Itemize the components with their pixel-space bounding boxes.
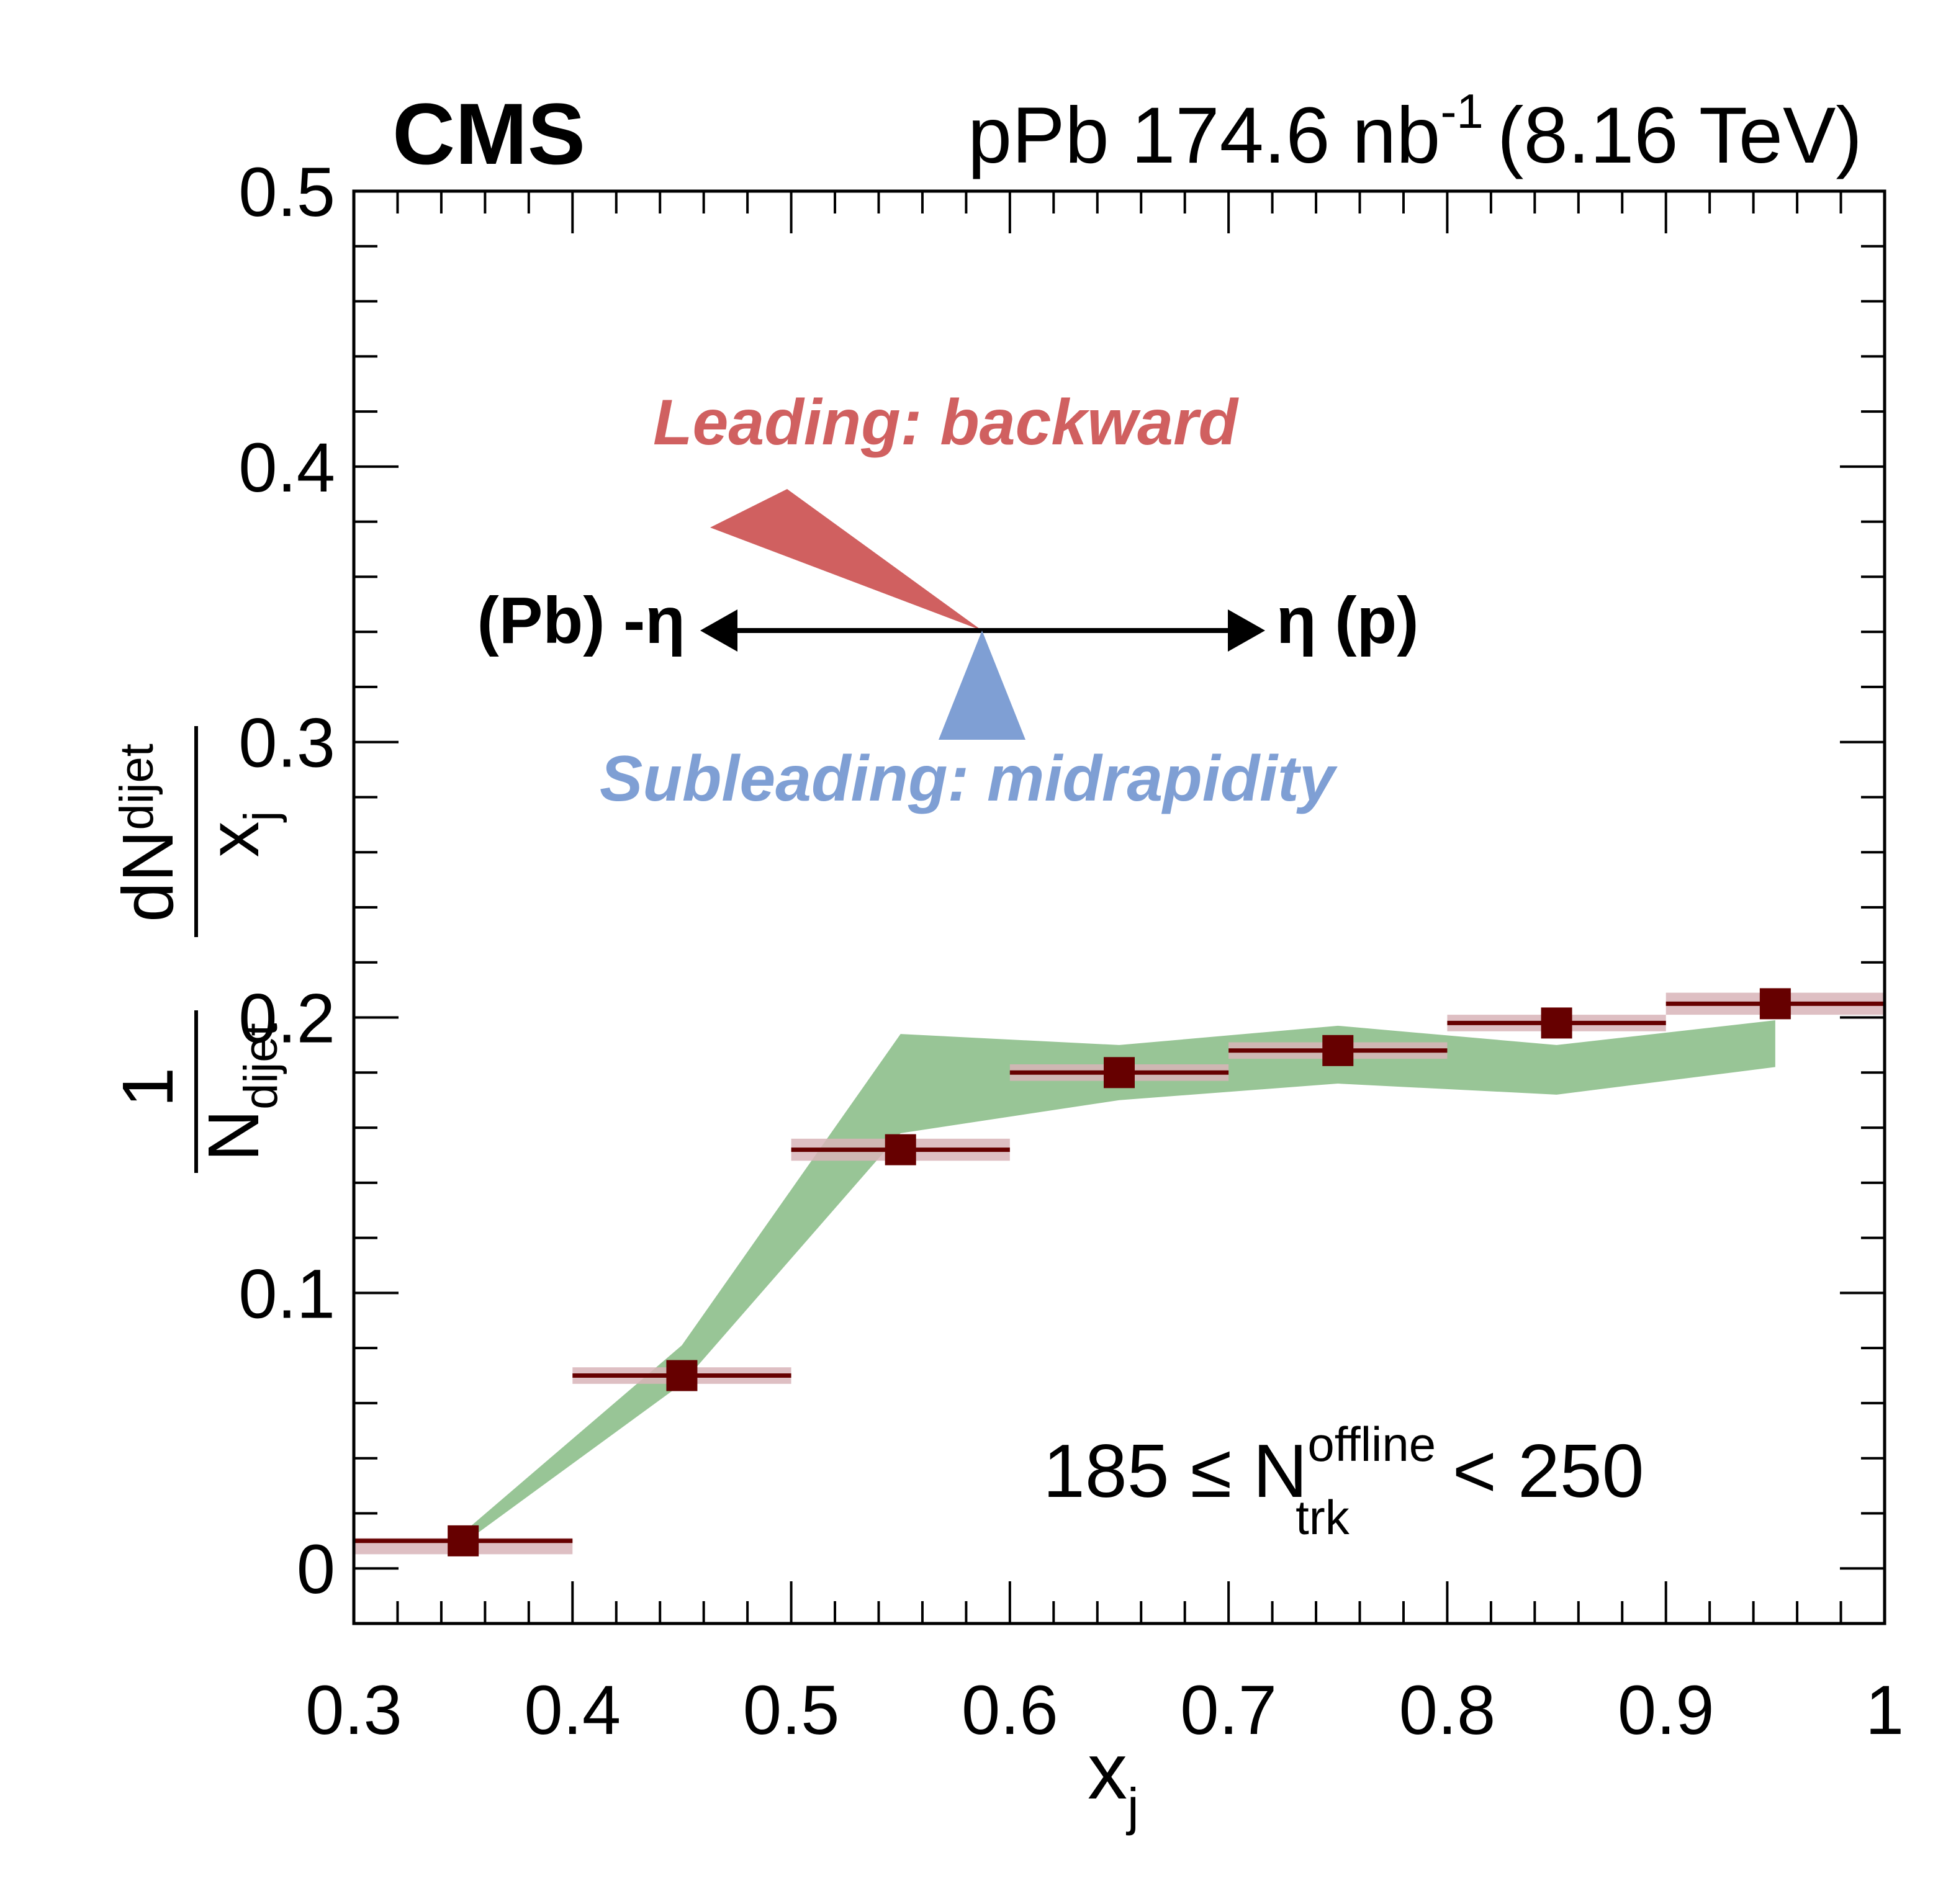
x-tick-label: 0.3 bbox=[305, 1671, 402, 1749]
y-title-pre-den: Ndijet bbox=[193, 1023, 287, 1161]
x-tick-labels: 0.3 0.4 0.5 0.6 0.7 0.8 0.9 1 bbox=[305, 1671, 1904, 1749]
data-point bbox=[1541, 1007, 1572, 1039]
x-tick-label: 0.6 bbox=[962, 1671, 1058, 1749]
y-title-den-sub: j bbox=[235, 811, 287, 823]
lumi-label: pPb 174.6 nb-1 (8.16 TeV) bbox=[968, 84, 1862, 180]
y-title-den: xj bbox=[193, 811, 287, 858]
y-tick-label: 0.3 bbox=[238, 704, 335, 782]
data-point bbox=[448, 1525, 479, 1556]
multiplicity-label: 185 ≤ Noffline trk < 250 bbox=[1043, 1417, 1644, 1545]
y-title-num-sub: dijet bbox=[110, 743, 163, 830]
y-title-num-main: dN bbox=[107, 830, 188, 922]
data-point bbox=[885, 1134, 916, 1165]
lumi-exponent: -1 bbox=[1440, 84, 1483, 138]
subleading-label: Subleading: midrapidity bbox=[600, 743, 1338, 815]
lumi-suffix: (8.16 TeV) bbox=[1497, 91, 1862, 180]
y-tick-label: 0.4 bbox=[238, 429, 335, 506]
leading-jet-cone bbox=[710, 489, 982, 631]
x-tick-label: 0.8 bbox=[1399, 1671, 1496, 1749]
y-title-den-main: x bbox=[193, 821, 274, 857]
mult-hi: < 250 bbox=[1453, 1429, 1644, 1513]
data-point bbox=[1104, 1057, 1135, 1089]
mult-lo: 185 ≤ N bbox=[1043, 1429, 1307, 1513]
x-tick-label: 0.7 bbox=[1180, 1671, 1277, 1749]
leading-label: Leading: backward bbox=[653, 387, 1239, 459]
x-tick-label: 0.4 bbox=[524, 1671, 621, 1749]
y-title-pre-den-main: N bbox=[193, 1110, 274, 1162]
right-arrow-head bbox=[1228, 609, 1265, 652]
left-arrow-label: (Pb) -η bbox=[477, 584, 685, 657]
data-point bbox=[666, 1360, 698, 1391]
y-tick-labels: 0 0.1 0.2 0.3 0.4 0.5 bbox=[238, 153, 335, 1608]
y-axis-title: 1 Ndijet dNdijet xj bbox=[107, 726, 287, 1173]
y-title-pre-num: 1 bbox=[107, 1067, 188, 1108]
y-tick-label: 0.2 bbox=[238, 980, 335, 1058]
data-point bbox=[1322, 1035, 1354, 1066]
y-tick-label: 0.1 bbox=[238, 1255, 335, 1332]
x-axis-title: xj bbox=[1088, 1727, 1139, 1836]
model-band bbox=[463, 1020, 1775, 1544]
data-markers bbox=[448, 988, 1791, 1556]
y-title-pre-den-sub: dijet bbox=[235, 1023, 287, 1109]
data-point bbox=[1759, 988, 1791, 1020]
y-tick-label: 0 bbox=[297, 1530, 335, 1608]
y-tick-label: 0.5 bbox=[238, 153, 335, 231]
mult-sup: offline bbox=[1307, 1417, 1436, 1471]
y-title-num: dNdijet bbox=[107, 743, 188, 922]
x-tick-label: 0.5 bbox=[743, 1671, 840, 1749]
x-axis-title-main: x bbox=[1088, 1727, 1127, 1816]
right-arrow-label: η (p) bbox=[1276, 584, 1419, 657]
model-band-area bbox=[463, 1020, 1775, 1544]
axis-ticks bbox=[353, 190, 1886, 1625]
experiment-label: CMS bbox=[392, 85, 585, 182]
x-tick-label: 1 bbox=[1865, 1671, 1904, 1749]
subleading-jet-cone bbox=[939, 631, 1025, 740]
left-arrow-head bbox=[700, 609, 737, 652]
mult-sub: trk bbox=[1296, 1490, 1350, 1545]
eta-diagram: Leading: backward (Pb) -η η (p) Subleadi… bbox=[477, 387, 1418, 815]
lumi-prefix: pPb 174.6 nb bbox=[968, 91, 1441, 180]
x-tick-label: 0.9 bbox=[1618, 1671, 1715, 1749]
x-axis-title-sub: j bbox=[1125, 1777, 1139, 1836]
